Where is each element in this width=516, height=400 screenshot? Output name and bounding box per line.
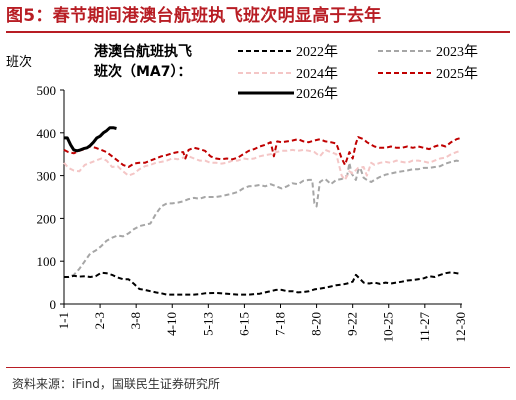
y-tick-label: 400: [37, 126, 57, 141]
series-line-2025年: [63, 136, 462, 168]
x-tick-label: 5-13: [200, 312, 215, 336]
x-tick-label: 6-15: [236, 312, 251, 336]
x-tick-label: 4-10: [164, 312, 179, 336]
footer-divider: [6, 367, 510, 368]
annotation-line: 港澳台航班执飞: [94, 43, 192, 60]
title-divider: [6, 31, 510, 33]
legend-label: 2026年: [296, 86, 338, 102]
y-axis-label: 班次: [6, 54, 32, 70]
series-line-2022年: [64, 271, 462, 296]
x-tick-label: 1-1: [56, 312, 71, 329]
x-tick-label: 10-25: [381, 312, 396, 342]
x-tick-label: 9-22: [345, 312, 360, 336]
x-tick-label: 11-27: [417, 312, 432, 342]
legend: 2022年 2023年 2024年 2025年 2026年: [238, 44, 478, 102]
legend-label: 2023年: [436, 44, 478, 60]
y-tick-label: 500: [37, 83, 57, 98]
source-note: 资料来源：iFind，国联民生证券研究所: [12, 377, 220, 391]
series-line-2023年: [64, 159, 462, 278]
annotation: 港澳台航班执飞班次（MA7）：: [94, 43, 192, 80]
series-lines: [63, 126, 462, 296]
legend-label: 2025年: [436, 66, 478, 82]
x-tick-label: 12-30: [453, 312, 468, 342]
y-tick-label: 300: [37, 169, 57, 184]
series-line-2024年: [63, 148, 462, 181]
x-tick-label: 7-18: [272, 312, 287, 336]
y-tick-label: 0: [50, 297, 57, 312]
series-line-2026年: [64, 126, 117, 153]
annotation-line: 班次（MA7）：: [94, 63, 192, 80]
x-tick-label: 3-8: [128, 312, 143, 329]
y-tick-label: 100: [37, 254, 57, 269]
x-tick-label: 8-20: [309, 312, 324, 336]
x-tick-label: 2-3: [92, 312, 107, 329]
axes: 班次 0 100 200 300 400 500 1-1 2-3 3-8 4-10 5-13 6-15 7…: [6, 54, 468, 342]
legend-label: 2022年: [296, 44, 338, 60]
line-chart: 班次 0 100 200 300 400 500 1-1 2-3 3-8 4-10 5-13 6-15 7…: [6, 43, 478, 342]
chart-title: 图5：春节期间港澳台航班执飞班次明显高于去年: [6, 6, 382, 26]
legend-label: 2024年: [296, 66, 338, 82]
y-tick-label: 200: [37, 211, 57, 226]
